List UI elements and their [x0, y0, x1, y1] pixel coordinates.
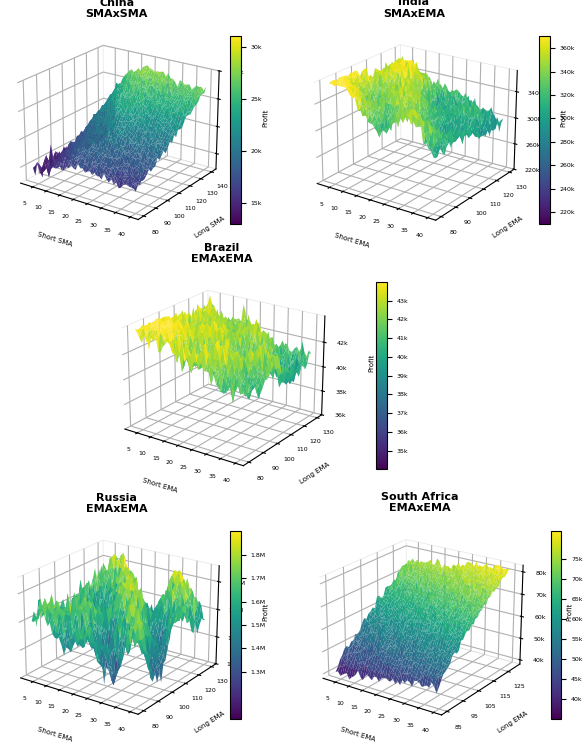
X-axis label: Short EMA: Short EMA	[37, 726, 73, 743]
Y-axis label: Long EMA: Long EMA	[194, 710, 226, 734]
Y-axis label: Long EMA: Long EMA	[299, 461, 331, 485]
X-axis label: Short SMA: Short SMA	[37, 231, 73, 248]
Title: South Africa
EMAxEMA: South Africa EMAxEMA	[381, 492, 458, 513]
X-axis label: Short EMA: Short EMA	[334, 232, 370, 248]
Y-axis label: Long SMA: Long SMA	[194, 215, 226, 239]
Title: India
SMAxEMA: India SMAxEMA	[383, 0, 445, 19]
Y-axis label: Long EMA: Long EMA	[497, 711, 529, 734]
Y-axis label: Long EMA: Long EMA	[491, 216, 524, 240]
X-axis label: Short EMA: Short EMA	[340, 727, 376, 743]
Title: Russia
EMAxEMA: Russia EMAxEMA	[86, 493, 147, 514]
Title: China
SMAxSMA: China SMAxSMA	[86, 0, 147, 19]
X-axis label: Short EMA: Short EMA	[142, 478, 178, 494]
Title: Brazil
EMAxEMA: Brazil EMAxEMA	[191, 243, 252, 264]
